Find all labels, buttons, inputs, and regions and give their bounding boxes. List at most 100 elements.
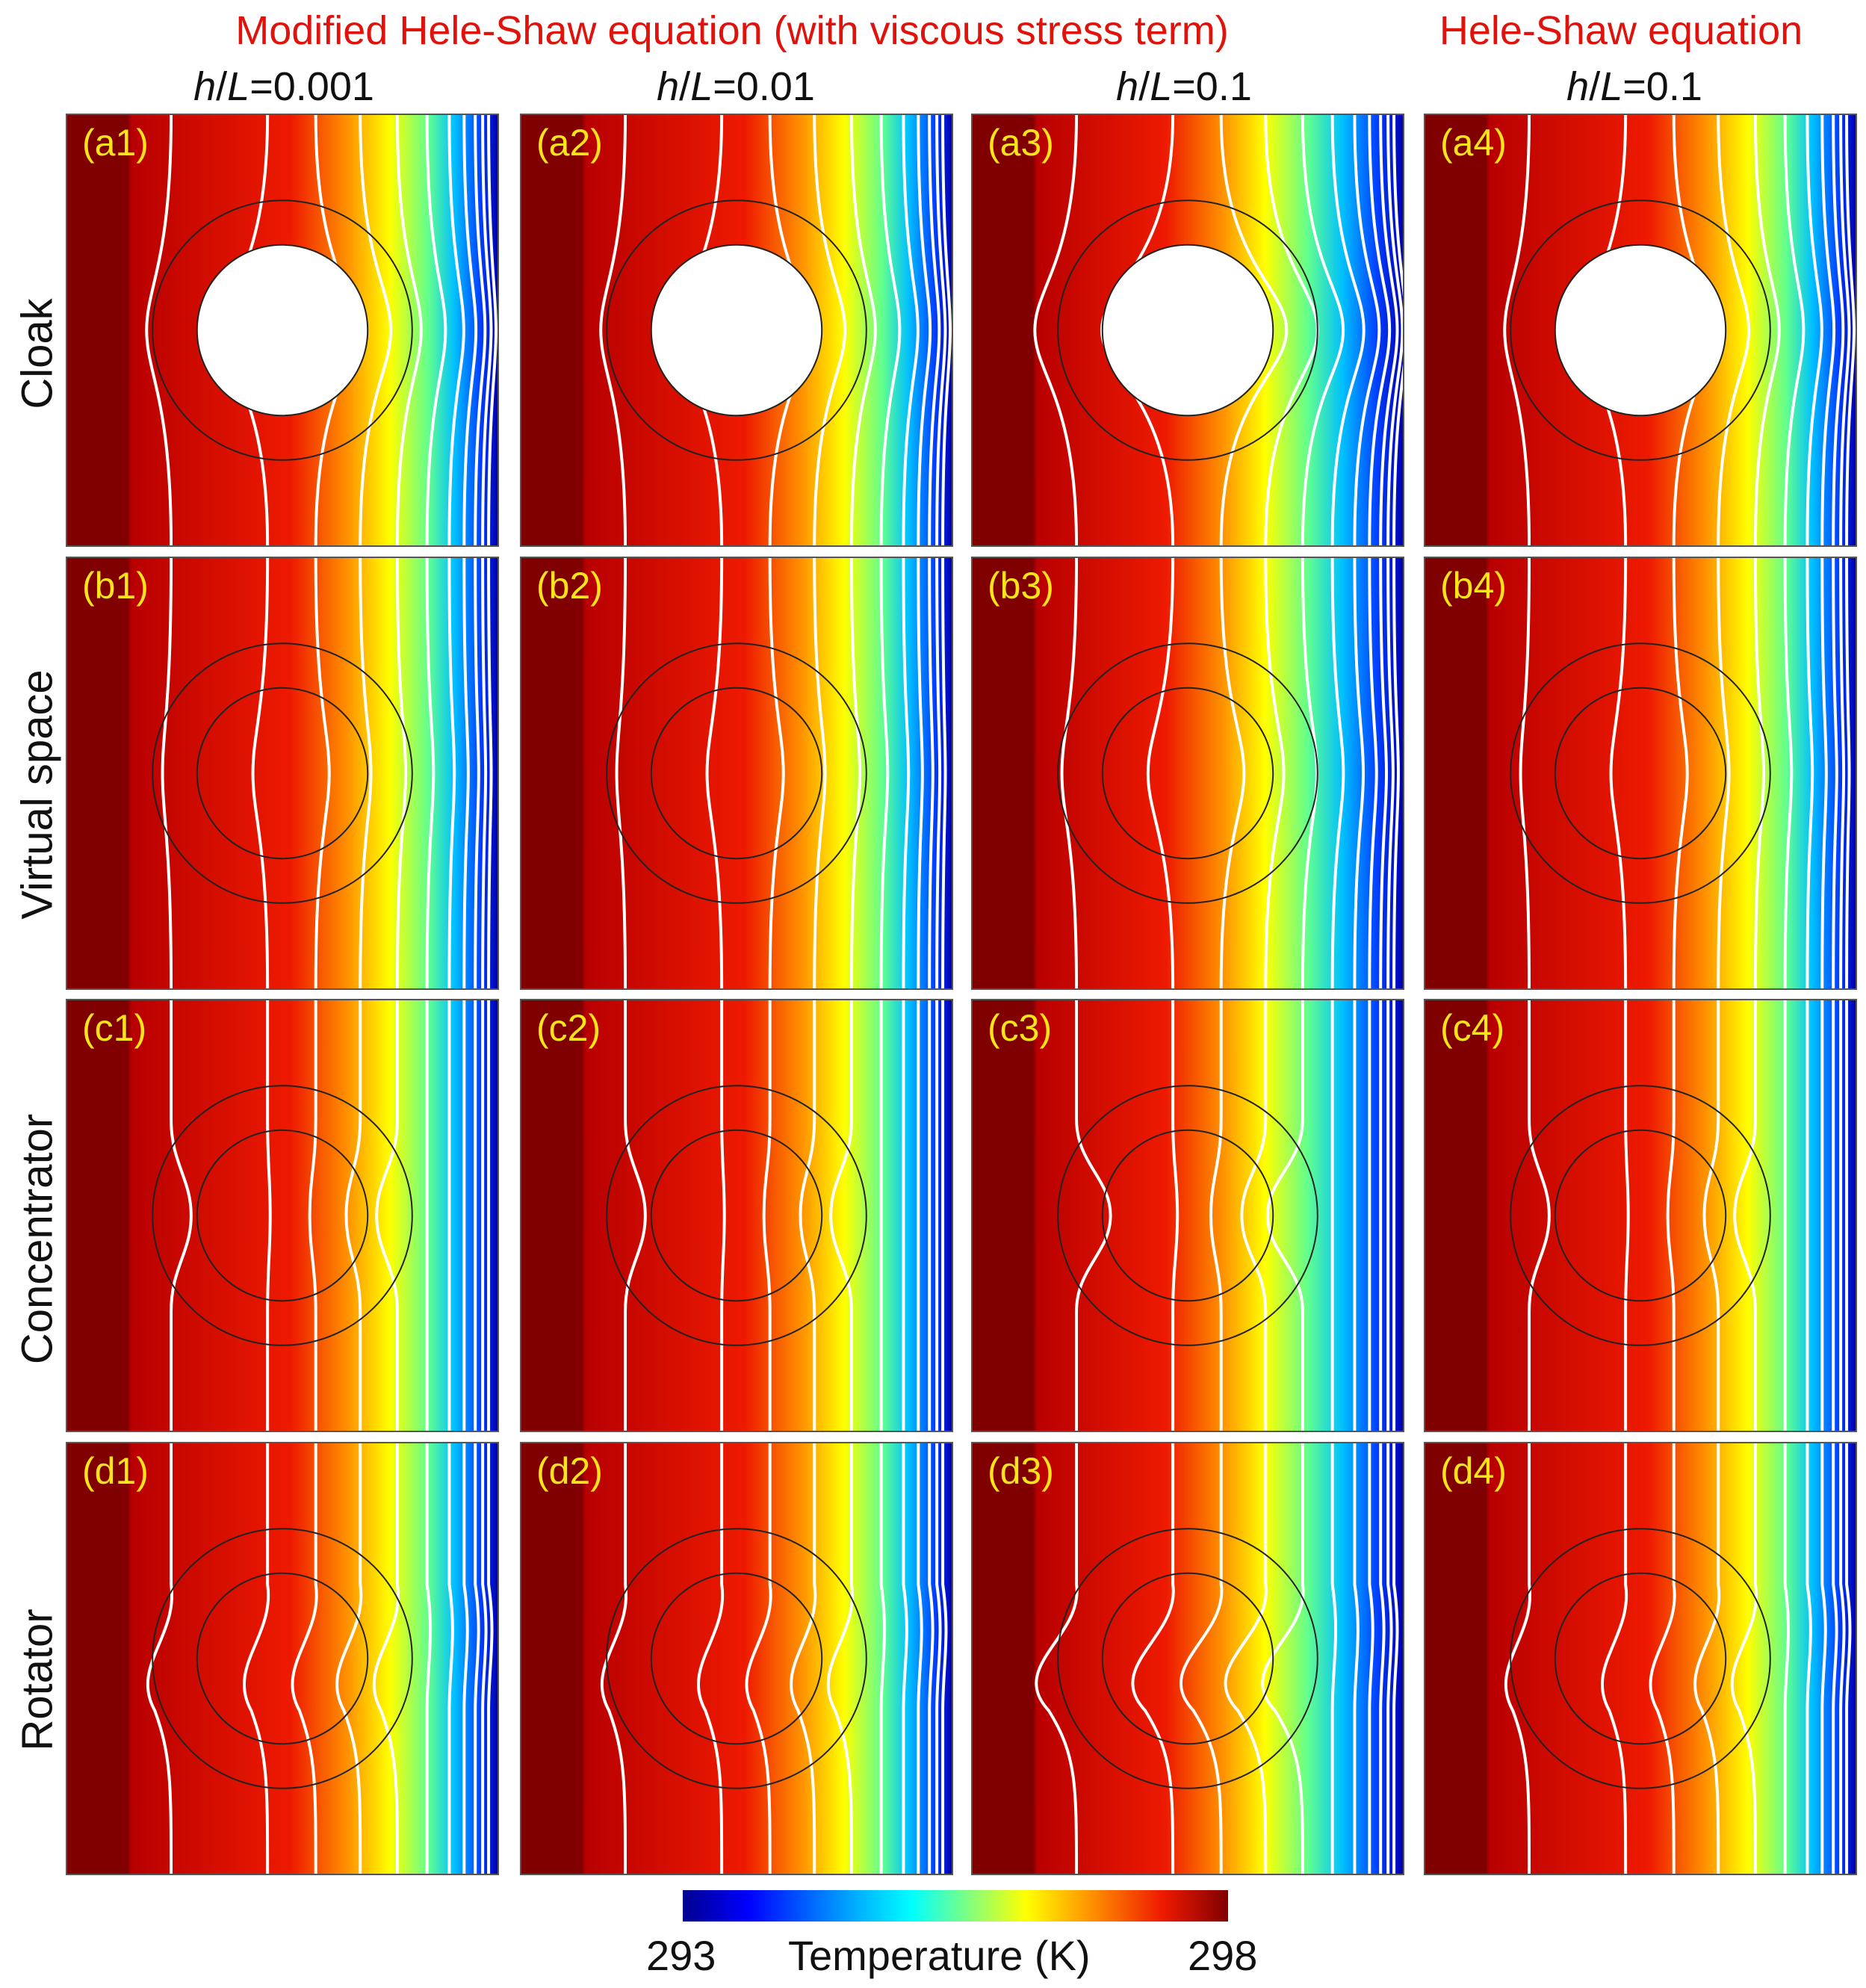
temperature-field bbox=[67, 115, 498, 545]
isotherm-line bbox=[1219, 558, 1246, 988]
isotherm-line bbox=[935, 1443, 942, 1874]
temperature-field bbox=[973, 558, 1403, 988]
isotherm-lines bbox=[161, 558, 493, 988]
isotherm-line bbox=[447, 115, 465, 545]
isotherm-line bbox=[1693, 1443, 1721, 1874]
isotherm-line bbox=[1386, 1443, 1393, 1874]
panel-label: (c1) bbox=[82, 1007, 147, 1049]
isotherm-line bbox=[935, 115, 947, 545]
isotherm-line bbox=[1171, 1000, 1180, 1431]
panel-label: (d4) bbox=[1440, 1450, 1507, 1492]
field-background bbox=[1425, 1000, 1856, 1431]
panel-label: (b1) bbox=[82, 565, 149, 607]
isotherm-line bbox=[487, 1443, 494, 1874]
isotherm-line bbox=[1368, 558, 1378, 988]
isotherm-line bbox=[928, 1443, 934, 1874]
isotherm-line bbox=[1209, 1000, 1223, 1431]
isotherm-line bbox=[462, 1443, 469, 1874]
field-background bbox=[973, 558, 1403, 988]
isotherm-line bbox=[242, 1443, 270, 1874]
cloaked-region bbox=[1101, 244, 1274, 417]
isotherm-line bbox=[1330, 1443, 1338, 1874]
isotherm-line bbox=[1386, 558, 1395, 988]
isotherm-line bbox=[462, 558, 470, 988]
inner-core-circle bbox=[1554, 1129, 1727, 1302]
temperature-field bbox=[521, 115, 952, 545]
isotherm-line bbox=[266, 1000, 272, 1431]
isotherm-line bbox=[902, 1443, 908, 1874]
isotherm-line bbox=[145, 115, 173, 545]
cloaked-region bbox=[650, 244, 823, 417]
isotherm-line bbox=[1845, 115, 1856, 545]
isotherm-line bbox=[1353, 115, 1381, 545]
isotherm-lines bbox=[1075, 1000, 1396, 1431]
outer-shell-circle bbox=[1510, 199, 1771, 461]
outer-shell-circle bbox=[1057, 1528, 1318, 1789]
isotherm-line bbox=[941, 1443, 948, 1874]
isotherm-line bbox=[1392, 558, 1400, 988]
isotherm-line bbox=[1672, 558, 1689, 988]
isotherm-line bbox=[291, 1443, 318, 1874]
outer-shell-circle bbox=[1510, 642, 1771, 904]
isotherm-line bbox=[425, 115, 447, 545]
field-panel: (c1) bbox=[66, 999, 499, 1432]
isotherm-line bbox=[813, 558, 827, 988]
outer-shell-circle bbox=[152, 1085, 413, 1346]
temperature-field bbox=[973, 115, 1403, 545]
field-background bbox=[521, 1443, 952, 1874]
isotherm-line bbox=[372, 1443, 400, 1874]
panel-label: (a1) bbox=[82, 122, 149, 164]
isotherm-line bbox=[917, 1443, 923, 1874]
isotherm-line bbox=[1504, 1443, 1532, 1874]
isotherm-line bbox=[879, 1443, 887, 1874]
isotherm-lines bbox=[1504, 1443, 1852, 1874]
row-label-rotator: Rotator bbox=[13, 1608, 62, 1751]
modified-equation-header: Modified Hele-Shaw equation (with viscou… bbox=[235, 8, 1229, 53]
isotherm-line bbox=[1033, 115, 1079, 545]
isotherm-line bbox=[917, 558, 924, 988]
field-panel: (c3) bbox=[971, 999, 1404, 1432]
inner-core-circle bbox=[1554, 687, 1727, 860]
field-background bbox=[1425, 558, 1856, 988]
isotherm-line bbox=[359, 115, 393, 545]
isotherm-line bbox=[1832, 1443, 1838, 1874]
isotherm-line bbox=[1265, 1000, 1304, 1431]
field-background bbox=[1425, 1443, 1856, 1874]
field-panel: (c4) bbox=[1424, 999, 1857, 1432]
isotherm-lines bbox=[1035, 1443, 1399, 1874]
panel-label: (a4) bbox=[1440, 122, 1507, 164]
cloaked-region bbox=[1554, 244, 1727, 417]
isotherm-line bbox=[1730, 1443, 1758, 1874]
isotherm-line bbox=[599, 115, 627, 545]
isotherm-line bbox=[1386, 115, 1403, 545]
hele-shaw-header: Hele-Shaw equation bbox=[1439, 8, 1803, 53]
isotherm-lines bbox=[145, 115, 498, 545]
isotherm-line bbox=[146, 1443, 174, 1874]
isotherm-line bbox=[720, 1000, 726, 1431]
inner-core-circle bbox=[650, 687, 823, 860]
isotherm-line bbox=[1146, 558, 1175, 988]
isotherm-lines bbox=[624, 1000, 945, 1431]
isotherm-line bbox=[251, 558, 270, 988]
panel-label: (c2) bbox=[536, 1007, 601, 1049]
isotherm-line bbox=[928, 115, 941, 545]
field-panel: (a4) bbox=[1424, 114, 1857, 547]
isotherm-line bbox=[1839, 115, 1851, 545]
isotherm-line bbox=[1519, 558, 1531, 988]
field-panel: (b1) bbox=[66, 557, 499, 990]
inner-core-circle bbox=[1101, 1129, 1274, 1302]
isotherm-line bbox=[928, 558, 934, 988]
panel-label: (c3) bbox=[988, 1007, 1053, 1049]
outer-shell-circle bbox=[1057, 1085, 1318, 1346]
isotherm-line bbox=[917, 115, 932, 545]
isotherm-line bbox=[1609, 558, 1628, 988]
panel-label: (d3) bbox=[988, 1450, 1054, 1492]
isotherm-lines bbox=[615, 558, 947, 988]
row-label-virtual-space: Virtual space bbox=[13, 669, 62, 920]
outer-shell-circle bbox=[1057, 642, 1318, 904]
panel-label: (a2) bbox=[536, 122, 603, 164]
isotherm-line bbox=[1717, 115, 1751, 545]
isotherm-line bbox=[487, 115, 498, 545]
isotherm-line bbox=[1820, 558, 1828, 988]
isotherm-line bbox=[425, 1443, 433, 1874]
